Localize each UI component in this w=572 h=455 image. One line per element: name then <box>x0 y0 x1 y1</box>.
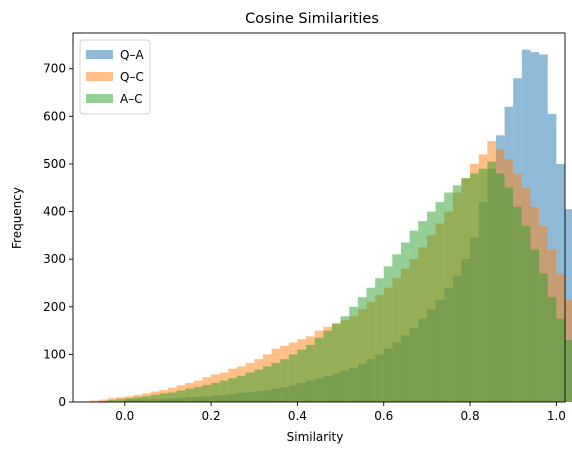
x-tick-label: 0.4 <box>288 409 307 423</box>
x-tick-label: 1.0 <box>547 409 566 423</box>
histogram-bar <box>521 225 531 402</box>
histogram-bar <box>288 354 298 402</box>
y-tick-label: 700 <box>43 62 66 76</box>
histogram-bar <box>228 378 237 402</box>
histogram-bar <box>392 254 401 402</box>
legend-swatch <box>86 94 113 103</box>
histogram-bar <box>444 192 453 402</box>
histogram-bar <box>375 278 384 402</box>
legend-label: Q–A <box>120 48 144 62</box>
histogram-bar <box>133 397 143 402</box>
histogram-bar <box>98 399 108 402</box>
histogram-bar <box>418 221 427 402</box>
histogram-bar <box>262 366 272 402</box>
histogram-bar <box>487 161 496 402</box>
histogram-bar <box>167 392 177 402</box>
legend-label: Q–C <box>120 70 144 84</box>
histogram-bar <box>237 375 246 402</box>
histogram-bar <box>254 369 263 402</box>
histogram-bar <box>116 399 125 402</box>
histogram-bar <box>349 306 358 402</box>
histogram-bar <box>271 362 281 402</box>
histogram-bar <box>323 330 332 402</box>
legend-label: A–C <box>120 92 143 106</box>
plot-frame <box>72 32 566 403</box>
y-axis-ticks: 0 100 200 300 400 500 600 700 <box>43 62 73 409</box>
y-tick-label: 200 <box>43 300 66 314</box>
bars-layer <box>90 49 572 403</box>
histogram-bar <box>98 401 108 402</box>
histogram-bar <box>124 398 134 402</box>
legend: Q–A Q–C A–C <box>79 39 151 115</box>
histogram-bar <box>452 185 462 402</box>
y-tick-label: 300 <box>43 252 66 266</box>
histogram-bar <box>211 382 220 402</box>
histogram-bar <box>159 393 168 402</box>
series-3-bars <box>98 161 572 402</box>
y-tick-label: 100 <box>43 347 66 361</box>
histogram-bar <box>383 266 393 402</box>
histogram-bar <box>245 372 255 402</box>
histogram-bar <box>556 318 565 402</box>
y-axis-label: Frequency <box>10 187 24 249</box>
x-tick-label: 0.6 <box>374 409 393 423</box>
histogram-bar <box>478 168 488 402</box>
histogram-bar <box>297 349 307 402</box>
histogram-bar <box>504 187 514 402</box>
x-tick-label: 0.2 <box>202 409 221 423</box>
chart-title: Cosine Similarities <box>245 11 379 27</box>
histogram-bar <box>470 173 479 402</box>
histogram-bar <box>409 230 419 402</box>
histogram-bar <box>280 359 289 402</box>
histogram-bar <box>219 380 229 402</box>
histogram-bar <box>495 173 505 402</box>
histogram-bar <box>357 297 367 402</box>
y-tick-label: 600 <box>43 109 66 123</box>
histogram-bar <box>107 398 117 402</box>
histogram-bar <box>185 388 194 402</box>
histogram-bar <box>530 249 540 402</box>
y-tick-label: 500 <box>43 157 66 171</box>
histogram-bar <box>176 390 186 402</box>
histogram-bar <box>306 344 315 402</box>
histogram-bar <box>513 206 522 402</box>
y-tick-label: 0 <box>58 395 66 409</box>
histogram-bar <box>193 386 203 402</box>
x-axis-ticks: 0.0 0.2 0.4 0.6 0.8 1.0 <box>115 402 566 423</box>
histogram-bar <box>107 400 117 402</box>
histogram-bar <box>142 396 151 402</box>
histogram-bar <box>565 340 572 402</box>
histogram-bar <box>547 297 557 402</box>
histogram-bar <box>90 400 99 402</box>
histogram-bar <box>435 202 445 402</box>
x-tick-label: 0.0 <box>115 409 134 423</box>
histogram-bar <box>331 323 341 402</box>
x-tick-label: 0.8 <box>461 409 480 423</box>
histogram-bar <box>314 337 324 402</box>
y-tick-label: 400 <box>43 205 66 219</box>
histogram-bar <box>150 394 160 402</box>
histogram-bar <box>461 178 471 402</box>
histogram-bar <box>401 242 410 402</box>
histogram-bar <box>340 316 350 402</box>
histogram-bar <box>539 273 548 402</box>
legend-swatch <box>86 50 113 59</box>
legend-swatch <box>86 72 113 81</box>
histogram-bar <box>366 287 376 402</box>
x-axis-label: Similarity <box>287 430 344 444</box>
histogram-bar <box>426 211 436 402</box>
histogram-bar <box>202 384 212 402</box>
